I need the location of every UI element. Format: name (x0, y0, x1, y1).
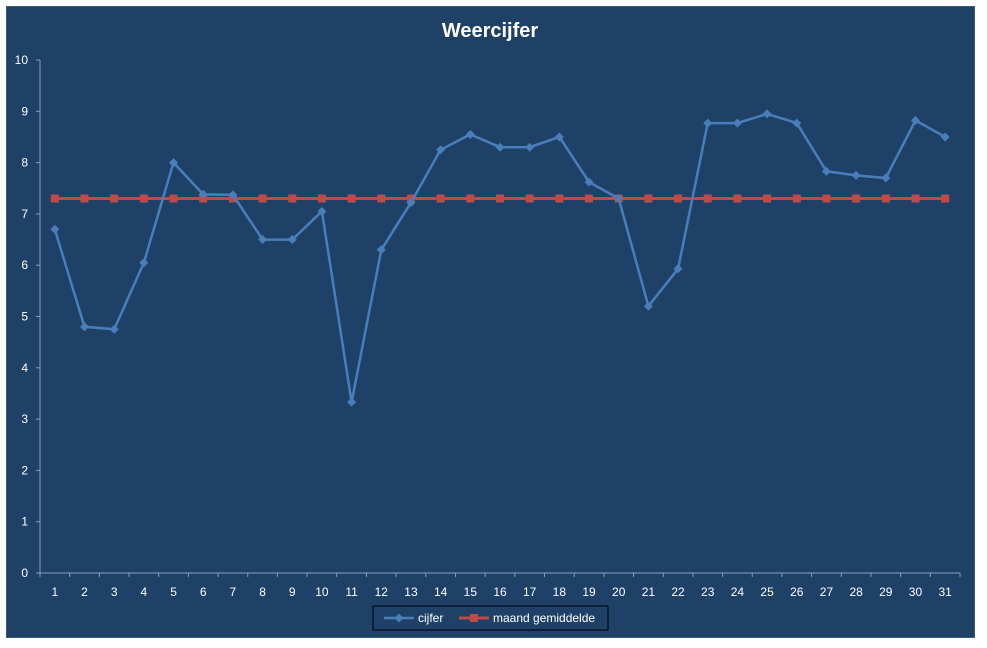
data-point (852, 171, 861, 180)
x-tick-label: 17 (523, 585, 537, 599)
data-point (763, 109, 772, 118)
data-point (377, 195, 385, 203)
data-point (526, 195, 534, 203)
data-point (51, 195, 59, 203)
y-tick-label: 3 (21, 412, 28, 426)
data-point (704, 195, 712, 203)
x-tick-label: 9 (289, 585, 296, 599)
x-tick-label: 3 (111, 585, 118, 599)
x-tick-label: 22 (671, 585, 685, 599)
data-point (882, 195, 890, 203)
data-point (941, 195, 949, 203)
data-point (81, 195, 89, 203)
data-point (466, 130, 475, 139)
series-cijfer (50, 109, 949, 406)
data-point (793, 195, 801, 203)
data-point (318, 195, 326, 203)
data-point (50, 225, 59, 234)
x-tick-label: 15 (464, 585, 478, 599)
data-point (822, 195, 830, 203)
x-tick-label: 30 (909, 585, 923, 599)
data-point (139, 258, 148, 267)
x-tick-label: 31 (938, 585, 952, 599)
data-point (466, 195, 474, 203)
x-tick-label: 27 (820, 585, 834, 599)
x-tick-label: 12 (375, 585, 389, 599)
data-point (763, 195, 771, 203)
y-tick-label: 9 (21, 104, 28, 118)
x-tick-label: 5 (170, 585, 177, 599)
data-point (437, 195, 445, 203)
data-point (288, 195, 296, 203)
data-point (259, 195, 267, 203)
legend: cijfer maand gemiddelde (373, 606, 608, 630)
data-point (80, 322, 89, 331)
data-point (644, 195, 652, 203)
y-tick-label: 8 (21, 156, 28, 170)
x-tick-label: 20 (612, 585, 626, 599)
x-tick-label: 25 (760, 585, 774, 599)
data-point (555, 195, 563, 203)
y-tick-label: 4 (21, 361, 28, 375)
y-tick-label: 0 (21, 566, 28, 580)
data-point (110, 325, 119, 334)
legend-marker-maand-gemiddelde (470, 614, 478, 622)
data-point (585, 195, 593, 203)
y-tick-label: 1 (21, 515, 28, 529)
data-point (140, 195, 148, 203)
data-point (733, 195, 741, 203)
x-tick-label: 10 (315, 585, 329, 599)
data-point (703, 119, 712, 128)
data-point (496, 143, 505, 152)
data-point (347, 398, 356, 407)
data-point (348, 195, 356, 203)
data-point (911, 195, 919, 203)
y-tick-label: 6 (21, 258, 28, 272)
data-point (170, 195, 178, 203)
x-tick-label: 18 (553, 585, 567, 599)
series-line (55, 114, 945, 402)
data-point (852, 195, 860, 203)
y-tick-label: 5 (21, 310, 28, 324)
legend-label-maand-gemiddelde: maand gemiddelde (493, 611, 595, 625)
data-point (881, 173, 890, 182)
x-tick-label: 16 (493, 585, 507, 599)
x-tick-label: 7 (230, 585, 237, 599)
data-point (733, 119, 742, 128)
x-tick-label: 13 (404, 585, 418, 599)
x-tick-label: 8 (259, 585, 266, 599)
legend-label-cijfer: cijfer (418, 611, 443, 625)
x-tick-label: 26 (790, 585, 804, 599)
x-tick-label: 23 (701, 585, 715, 599)
x-tick-label: 2 (81, 585, 88, 599)
data-point (911, 116, 920, 125)
y-tick-label: 10 (15, 53, 29, 67)
y-tick-label: 2 (21, 463, 28, 477)
y-tick-label: 7 (21, 207, 28, 221)
data-point (525, 143, 534, 152)
data-point (110, 195, 118, 203)
x-tick-label: 4 (141, 585, 148, 599)
series-maand-gemiddelde (51, 195, 949, 203)
x-tick-label: 1 (51, 585, 58, 599)
x-tick-label: 24 (731, 585, 745, 599)
x-tick-label: 21 (642, 585, 656, 599)
x-tick-label: 19 (582, 585, 596, 599)
x-tick-label: 6 (200, 585, 207, 599)
x-tick-label: 11 (345, 585, 358, 599)
x-tick-label: 14 (434, 585, 448, 599)
series-layer (50, 109, 949, 406)
data-point (496, 195, 504, 203)
chart-title: Weercijfer (442, 20, 539, 42)
legend-marker-cijfer (395, 614, 404, 623)
x-tick-label: 28 (849, 585, 863, 599)
data-point (674, 195, 682, 203)
x-tick-label: 29 (879, 585, 893, 599)
